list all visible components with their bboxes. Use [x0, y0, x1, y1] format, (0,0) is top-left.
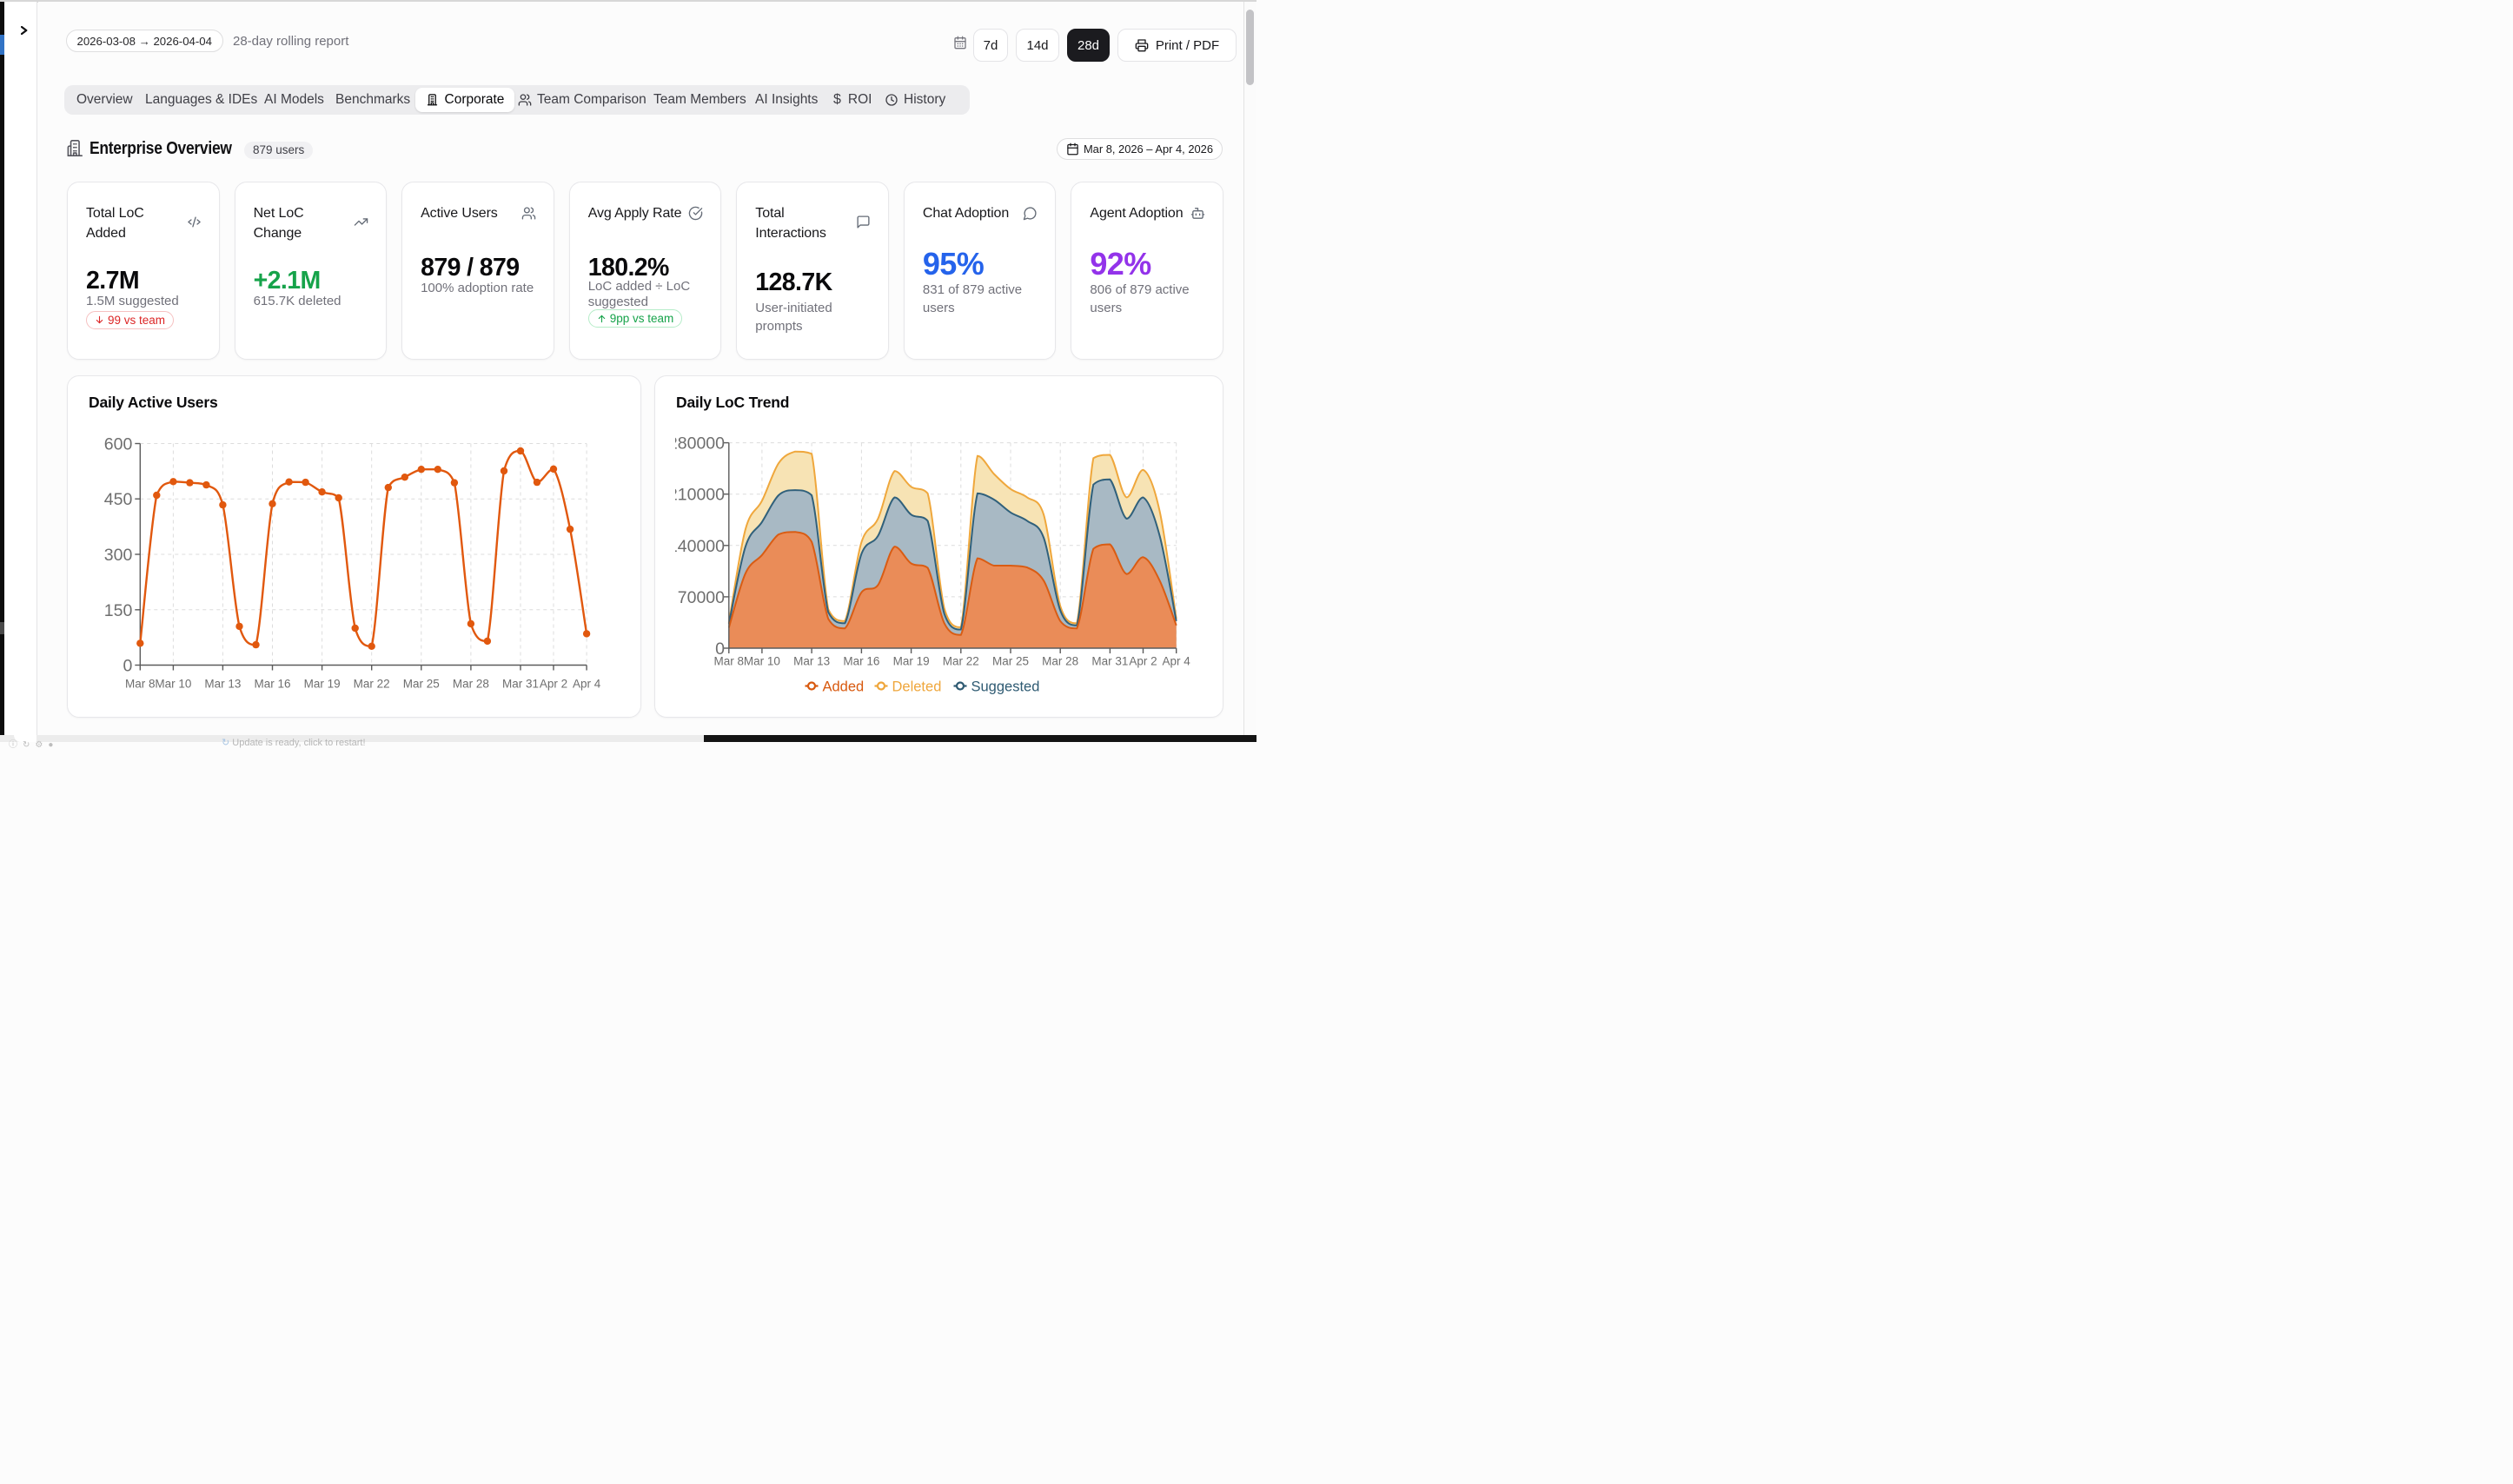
svg-text:Mar 19: Mar 19 — [304, 677, 341, 690]
svg-text:Mar 25: Mar 25 — [403, 677, 440, 690]
svg-text:Apr 2: Apr 2 — [1129, 654, 1157, 667]
svg-text:140000: 140000 — [668, 536, 725, 555]
svg-text:Mar 22: Mar 22 — [943, 654, 979, 667]
svg-text:Mar 31: Mar 31 — [1091, 654, 1128, 667]
svg-text:Suggested: Suggested — [971, 679, 1040, 694]
svg-text:Added: Added — [823, 679, 865, 694]
svg-text:600: 600 — [104, 434, 133, 454]
svg-text:70000: 70000 — [678, 587, 725, 606]
svg-text:Mar 16: Mar 16 — [254, 677, 290, 690]
svg-text:280000: 280000 — [668, 434, 725, 453]
svg-text:Mar 28: Mar 28 — [453, 677, 489, 690]
svg-text:Deleted: Deleted — [892, 679, 942, 694]
svg-text:0: 0 — [715, 639, 725, 659]
svg-text:Mar 28: Mar 28 — [1042, 654, 1078, 667]
svg-text:Mar 10: Mar 10 — [155, 677, 191, 690]
svg-text:Mar 13: Mar 13 — [793, 654, 830, 667]
svg-text:Apr 2: Apr 2 — [540, 677, 567, 690]
svg-text:Apr 4: Apr 4 — [573, 677, 601, 690]
svg-text:Mar 19: Mar 19 — [893, 654, 930, 667]
svg-text:300: 300 — [104, 546, 133, 565]
svg-text:Mar 13: Mar 13 — [204, 677, 241, 690]
svg-text:Apr 4: Apr 4 — [1163, 654, 1191, 667]
svg-text:150: 150 — [104, 600, 133, 619]
svg-text:Mar 16: Mar 16 — [843, 654, 879, 667]
svg-text:Mar 25: Mar 25 — [992, 654, 1029, 667]
svg-text:Mar 8: Mar 8 — [714, 654, 745, 667]
svg-text:0: 0 — [123, 656, 132, 675]
svg-text:Mar 10: Mar 10 — [744, 654, 780, 667]
svg-text:Mar 8: Mar 8 — [125, 677, 156, 690]
svg-text:Mar 22: Mar 22 — [354, 677, 390, 690]
svg-text:450: 450 — [104, 490, 133, 509]
svg-text:Mar 31: Mar 31 — [502, 677, 539, 690]
svg-text:210000: 210000 — [668, 485, 725, 504]
